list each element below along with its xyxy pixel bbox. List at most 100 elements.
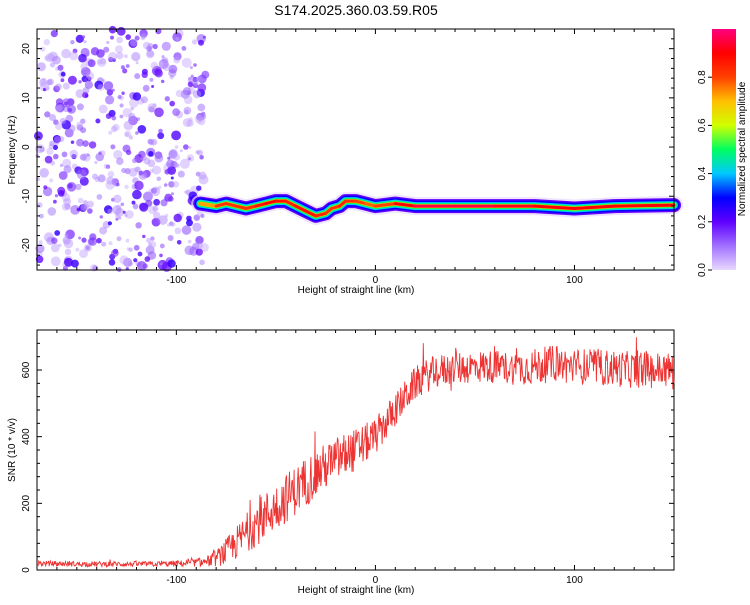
noise-speckle [174, 214, 182, 222]
noise-speckle [45, 156, 53, 164]
noise-speckle [51, 238, 57, 244]
noise-speckle [47, 79, 54, 86]
noise-speckle [157, 177, 162, 182]
noise-speckle [148, 243, 152, 247]
noise-speckle [173, 154, 180, 161]
noise-speckle [138, 252, 143, 257]
noise-speckle [135, 222, 141, 228]
noise-speckle [98, 174, 106, 182]
noise-speckle [149, 78, 153, 82]
noise-speckle [89, 233, 96, 240]
noise-speckle [151, 139, 158, 146]
noise-speckle [40, 47, 45, 52]
noise-speckle [153, 44, 158, 49]
noise-speckle [134, 245, 140, 251]
noise-speckle [190, 66, 193, 69]
noise-speckle [46, 148, 53, 155]
noise-speckle [109, 110, 116, 117]
noise-speckle [180, 149, 183, 152]
noise-speckle [65, 249, 72, 256]
noise-speckle [180, 159, 190, 169]
noise-speckle [68, 76, 77, 85]
noise-speckle [112, 205, 121, 214]
spectrogram-ytick-label: -20 [21, 238, 32, 253]
noise-speckle [176, 90, 184, 98]
noise-speckle [160, 244, 165, 249]
noise-speckle [132, 190, 142, 200]
noise-speckle [109, 26, 117, 34]
noise-speckle [159, 254, 163, 258]
noise-speckle [61, 78, 65, 82]
noise-speckle [135, 131, 139, 135]
noise-speckle [37, 62, 46, 71]
noise-speckle [121, 168, 126, 173]
noise-speckle [98, 152, 101, 155]
noise-speckle [131, 107, 134, 110]
noise-speckle [165, 96, 170, 101]
noise-speckle [200, 214, 204, 218]
noise-speckle [148, 151, 153, 156]
noise-speckle [70, 40, 74, 44]
noise-speckle [79, 249, 88, 258]
noise-speckle [118, 216, 121, 219]
noise-speckle [44, 39, 50, 45]
noise-speckle [125, 34, 131, 40]
noise-speckle [62, 203, 70, 211]
noise-speckle [164, 194, 172, 202]
spectrogram-ylabel: Frequency (Hz) [7, 116, 18, 185]
noise-speckle [55, 83, 62, 90]
noise-speckle [134, 73, 140, 79]
noise-speckle [139, 203, 148, 212]
noise-speckle [164, 183, 168, 187]
noise-speckle [191, 75, 194, 78]
noise-speckle [71, 141, 74, 144]
noise-speckle [64, 258, 73, 267]
noise-speckle [188, 157, 191, 160]
noise-speckle [134, 181, 143, 190]
noise-speckle [82, 140, 89, 147]
noise-speckle [51, 256, 61, 266]
noise-speckle [89, 141, 96, 148]
noise-speckle [189, 117, 193, 121]
noise-speckle [171, 192, 174, 195]
noise-speckle [173, 181, 180, 188]
noise-speckle [158, 186, 161, 189]
colorbar-gradient [712, 29, 736, 270]
noise-speckle [113, 195, 121, 203]
noise-speckle [95, 119, 100, 124]
noise-speckle [77, 169, 87, 179]
noise-speckle [115, 218, 118, 221]
noise-speckle [63, 83, 70, 90]
noise-speckle [134, 167, 139, 172]
noise-speckle [106, 181, 115, 190]
noise-speckle [125, 185, 129, 189]
noise-speckle [197, 117, 205, 125]
noise-speckle [158, 215, 168, 225]
noise-speckle [118, 95, 122, 99]
noise-speckle [168, 235, 174, 241]
spectrogram-background [37, 29, 674, 270]
noise-speckle [188, 240, 192, 244]
noise-speckle [175, 228, 182, 235]
noise-speckle [55, 194, 58, 197]
noise-speckle [199, 260, 205, 266]
noise-speckle [182, 225, 192, 235]
noise-speckle [81, 238, 86, 243]
noise-speckle [186, 219, 193, 226]
colorbar-tick-label: 0.2 [697, 214, 708, 228]
noise-speckle [106, 41, 109, 44]
noise-speckle [151, 85, 154, 88]
snr-marks [37, 337, 674, 566]
noise-speckle [116, 52, 123, 59]
noise-speckle [166, 160, 174, 168]
noise-speckle [81, 203, 89, 211]
noise-speckle [88, 59, 96, 67]
noise-speckle [131, 52, 140, 61]
noise-speckle [109, 259, 116, 266]
noise-speckle [100, 58, 106, 64]
noise-speckle [64, 234, 68, 238]
snr-ytick-label: 400 [21, 428, 32, 445]
noise-speckle [61, 72, 66, 77]
noise-speckle [192, 39, 197, 44]
